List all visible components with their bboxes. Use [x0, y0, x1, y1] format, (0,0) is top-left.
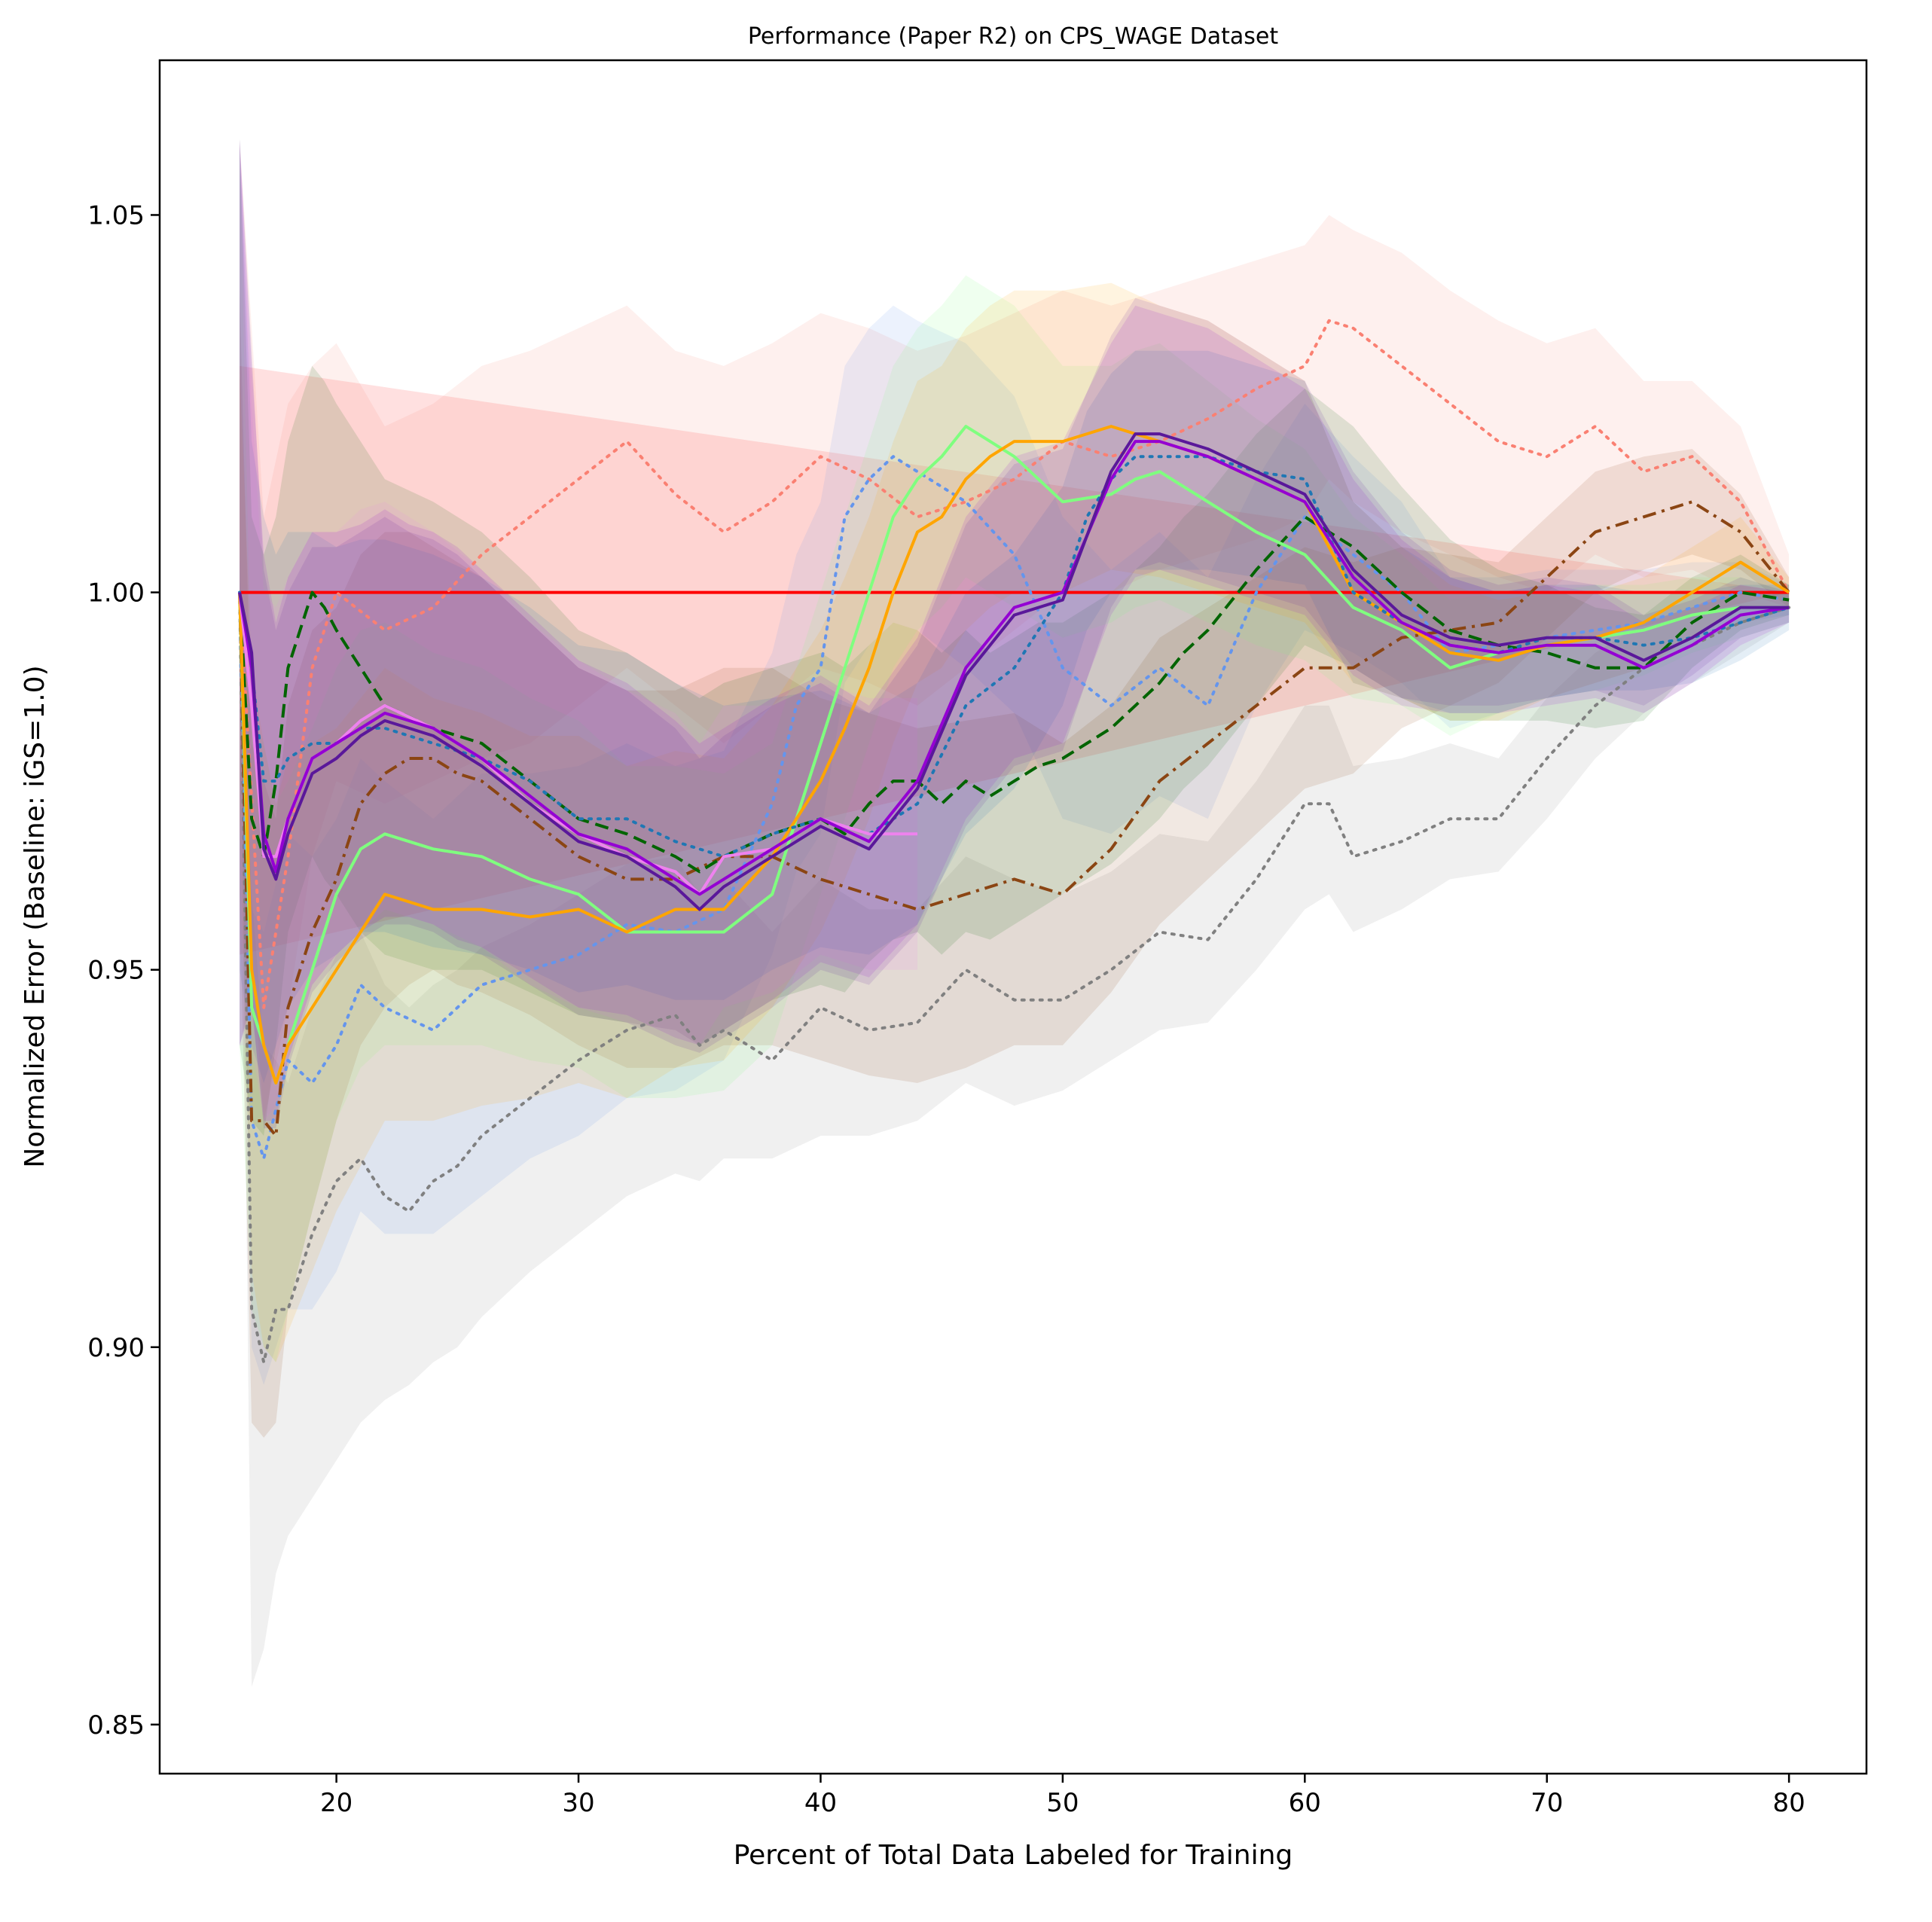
x-tick-label: 50	[1046, 1788, 1079, 1818]
confidence-band-3	[240, 592, 1790, 1687]
y-axis-title: Normalized Error (Baseline: iGS=1.0)	[20, 665, 50, 1167]
x-tick-label: 20	[320, 1788, 353, 1818]
x-axis-title: Percent of Total Data Labeled for Traini…	[734, 1840, 1293, 1871]
y-tick-label: 1.00	[87, 578, 145, 609]
chart-title: Performance (Paper R2) on CPS_WAGE Datas…	[748, 23, 1278, 50]
confidence-band-8	[240, 282, 1790, 1362]
series-line-3	[238, 590, 1791, 1364]
y-tick-label: 1.05	[87, 200, 145, 230]
confidence-band-5	[240, 290, 1790, 1438]
confidence-band-1	[240, 365, 1790, 955]
x-tick-label: 80	[1773, 1788, 1805, 1818]
series-line-11	[238, 440, 1790, 896]
y-axis: 0.85 0.90 0.95 1.00 1.05	[87, 200, 160, 1740]
plot-frame	[158, 59, 1868, 1775]
series-line-7	[238, 425, 1790, 1085]
y-tick-label: 0.90	[87, 1333, 145, 1363]
confidence-band-6	[240, 139, 1790, 1136]
plot-area	[158, 59, 1868, 1775]
confidence-band-11	[240, 139, 1790, 1121]
series-line-12	[238, 432, 1790, 911]
confidence-bands	[240, 139, 1790, 1687]
y-tick-label: 0.85	[87, 1710, 145, 1740]
confidence-band-9	[240, 139, 1790, 1084]
x-tick-label: 40	[804, 1788, 837, 1818]
x-tick-label: 70	[1531, 1788, 1563, 1818]
x-tick-label: 30	[562, 1788, 594, 1818]
x-tick-label: 60	[1289, 1788, 1321, 1818]
confidence-band-2	[240, 139, 1790, 1121]
series-line-5	[238, 500, 1790, 1138]
confidence-band-7	[240, 139, 1790, 1362]
series-line-8	[238, 425, 1790, 1085]
confidence-band-4	[240, 305, 1790, 1385]
confidence-band-12	[240, 139, 1790, 1129]
series-lines	[238, 319, 1791, 1364]
confidence-band-10	[240, 139, 918, 1121]
series-line-2	[238, 319, 1791, 1009]
y-tick-label: 0.95	[87, 956, 145, 986]
x-axis: 20 30 40 50 60 70 80	[320, 1774, 1805, 1818]
